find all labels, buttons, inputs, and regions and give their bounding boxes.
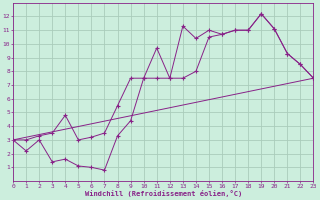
X-axis label: Windchill (Refroidissement éolien,°C): Windchill (Refroidissement éolien,°C) [84,190,242,197]
